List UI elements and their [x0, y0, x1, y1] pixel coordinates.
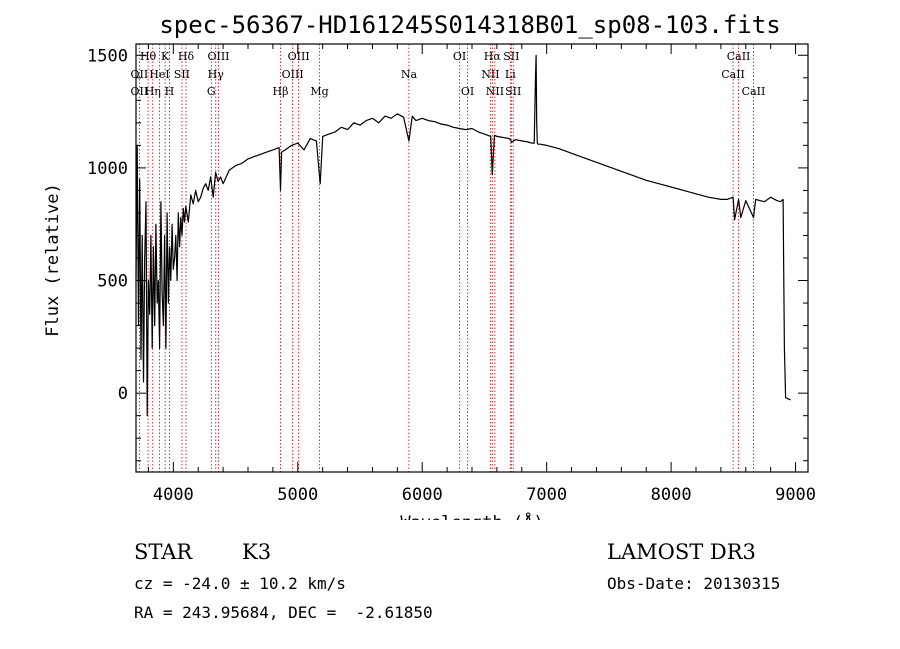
survey-name: LAMOST DR3	[607, 540, 756, 564]
line-label: CaII	[742, 85, 766, 98]
line-label: SII	[503, 50, 519, 63]
line-label: OI	[453, 50, 466, 63]
line-label: G	[207, 85, 216, 98]
line-label: OIII	[282, 68, 304, 81]
y-axis-ticks: 0 500 1000 1500	[87, 46, 808, 462]
line-label: OI	[461, 85, 474, 98]
line-label: OII	[131, 85, 149, 98]
line-label: OII	[131, 68, 149, 81]
line-label: NII	[486, 85, 504, 98]
line-label: Hδ	[178, 50, 195, 63]
y-tick-label: 500	[97, 272, 128, 292]
line-label: HeI	[149, 68, 169, 81]
line-label: OIII	[288, 50, 310, 63]
line-label: Hθ	[140, 50, 157, 63]
line-label: H	[165, 85, 175, 98]
line-label: SII	[174, 68, 190, 81]
line-label: Mg	[310, 85, 328, 98]
x-tick-label: 4000	[153, 485, 194, 505]
x-tick-label: 8000	[651, 485, 692, 505]
coords-line: RA = 243.95684, DEC = -2.61850	[134, 603, 433, 622]
x-axis-ticks: 4000 5000 6000 7000 8000 9000	[147, 44, 816, 505]
line-label: CaII	[721, 68, 745, 81]
line-label: Na	[401, 68, 418, 81]
chart-title: spec-56367-HD161245S014318B01_sp08-103.f…	[159, 11, 780, 39]
line-label: CaII	[727, 50, 751, 63]
x-tick-label: 9000	[775, 485, 816, 505]
line-label: NII	[481, 68, 499, 81]
line-label: SII	[505, 85, 521, 98]
object-subclass: K3	[242, 540, 272, 564]
spectral-line-markers	[138, 44, 754, 472]
redshift-line: cz = -24.0 ± 10.2 km/s	[134, 574, 346, 593]
y-tick-label: 1000	[87, 159, 128, 179]
line-label: Hη	[145, 85, 161, 98]
spectrum-line	[135, 54, 791, 417]
x-axis-label: Wavelength (Å)	[400, 511, 543, 520]
x-tick-label: 5000	[277, 485, 318, 505]
y-axis-label: Flux (relative)	[43, 183, 63, 337]
y-tick-label: 0	[118, 384, 128, 404]
line-label: Hβ	[273, 85, 289, 98]
spectrum-chart: spec-56367-HD161245S014318B01_sp08-103.f…	[43, 11, 816, 520]
line-label: Hγ	[208, 68, 225, 81]
object-class: STAR	[134, 540, 193, 564]
line-label: Hα	[484, 50, 502, 63]
line-label: Li	[505, 68, 516, 81]
x-tick-label: 7000	[526, 485, 567, 505]
plot-frame	[135, 43, 809, 473]
obs-date-line: Obs-Date: 20130315	[607, 574, 781, 593]
line-label: K	[161, 50, 170, 63]
x-tick-label: 6000	[402, 485, 443, 505]
y-tick-label: 1500	[87, 46, 128, 66]
line-label: OIII	[207, 50, 229, 63]
